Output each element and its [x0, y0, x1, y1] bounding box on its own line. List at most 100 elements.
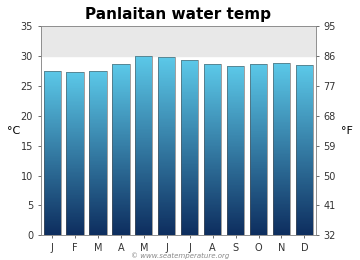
Bar [273, 211, 290, 212]
Bar [158, 86, 175, 87]
Bar [204, 229, 221, 230]
Bar [250, 230, 267, 231]
Bar [250, 215, 267, 216]
Bar [296, 91, 313, 92]
Bar [135, 145, 152, 146]
Bar [181, 73, 198, 74]
Bar [67, 227, 84, 228]
Bar [112, 137, 130, 138]
Bar [135, 152, 152, 153]
Bar [135, 101, 152, 102]
Bar [204, 148, 221, 149]
Bar [112, 127, 130, 128]
Bar [135, 86, 152, 87]
Bar [135, 228, 152, 229]
Bar [67, 222, 84, 223]
Bar [158, 163, 175, 164]
Bar [135, 175, 152, 176]
Bar [89, 225, 107, 226]
Bar [44, 128, 61, 129]
Bar [67, 156, 84, 157]
Bar [89, 228, 107, 229]
Bar [250, 131, 267, 132]
Bar [273, 75, 290, 76]
Bar [67, 119, 84, 120]
Bar [44, 108, 61, 109]
Bar [67, 202, 84, 203]
Bar [273, 64, 290, 65]
Bar [89, 127, 107, 128]
Bar [296, 151, 313, 152]
Bar [44, 211, 61, 212]
Bar [135, 213, 152, 214]
Bar [89, 208, 107, 209]
Bar [181, 147, 198, 148]
Bar [44, 132, 61, 133]
Bar [204, 115, 221, 116]
Bar [112, 70, 130, 71]
Bar [181, 65, 198, 66]
Bar [158, 108, 175, 109]
Bar [227, 102, 244, 103]
Bar [112, 127, 130, 128]
Bar [67, 173, 84, 174]
Bar [227, 196, 244, 197]
Bar [273, 205, 290, 206]
Bar [135, 215, 152, 216]
Bar [204, 102, 221, 103]
Bar [135, 176, 152, 177]
Bar [227, 156, 244, 157]
Bar [89, 110, 107, 111]
Bar [296, 118, 313, 119]
Bar [273, 230, 290, 231]
Bar [67, 157, 84, 158]
Bar [181, 232, 198, 233]
Bar [250, 119, 267, 120]
Bar [158, 87, 175, 88]
Bar [112, 85, 130, 86]
Bar [67, 93, 84, 94]
Bar [89, 151, 107, 152]
Bar [135, 67, 152, 68]
Bar [135, 104, 152, 105]
Bar [89, 117, 107, 118]
Bar [158, 188, 175, 189]
Bar [89, 74, 107, 75]
Bar [89, 209, 107, 210]
Bar [204, 207, 221, 208]
Bar [273, 104, 290, 105]
Bar [44, 104, 61, 105]
Bar [44, 83, 61, 84]
Bar [44, 226, 61, 227]
Bar [158, 164, 175, 165]
Bar [181, 175, 198, 176]
Bar [250, 172, 267, 173]
Bar [181, 76, 198, 77]
Bar [273, 77, 290, 78]
Bar [227, 93, 244, 94]
Bar [250, 209, 267, 210]
Bar [296, 232, 313, 233]
Bar [89, 211, 107, 212]
Bar [89, 121, 107, 122]
Bar [273, 181, 290, 182]
Bar [112, 203, 130, 204]
Bar [67, 149, 84, 150]
Bar [158, 186, 175, 187]
Bar [181, 190, 198, 191]
Bar [44, 216, 61, 217]
Bar [89, 234, 107, 235]
Bar [273, 73, 290, 74]
Bar [112, 117, 130, 118]
Bar [181, 108, 198, 109]
Bar [204, 127, 221, 128]
Bar [44, 84, 61, 85]
Bar [204, 145, 221, 146]
Bar [112, 109, 130, 110]
Bar [227, 171, 244, 172]
Bar [67, 137, 84, 138]
Bar [227, 141, 244, 142]
Bar [44, 146, 61, 147]
Bar [296, 152, 313, 153]
Bar [273, 115, 290, 116]
